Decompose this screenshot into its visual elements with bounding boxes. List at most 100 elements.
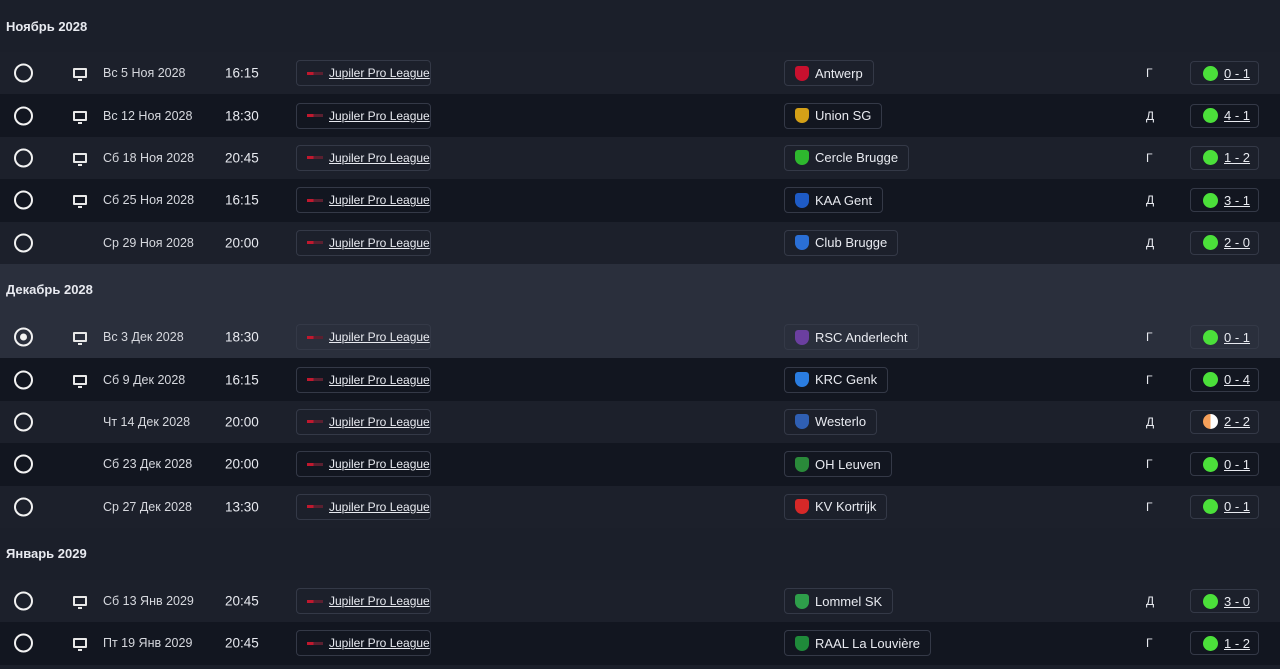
result-link[interactable]: 3 - 0 — [1190, 589, 1259, 614]
select-radio[interactable] — [14, 633, 33, 653]
opponent-link[interactable]: RSC Anderlecht — [784, 324, 919, 351]
competition-link[interactable]: Jupiler Pro League — [296, 366, 431, 393]
result-link[interactable]: 0 - 4 — [1190, 367, 1259, 392]
competition-name: Jupiler Pro League — [329, 499, 430, 514]
select-radio[interactable] — [14, 148, 33, 168]
league-logo-icon — [307, 335, 323, 339]
result-link[interactable]: 2 - 0 — [1190, 230, 1259, 255]
fixture-row[interactable]: Сб 25 Ноя 2028 16:15 Jupiler Pro League … — [0, 179, 1280, 222]
competition-link[interactable]: Jupiler Pro League — [296, 229, 431, 256]
fixture-row[interactable]: Вс 12 Ноя 2028 18:30 Jupiler Pro League … — [0, 94, 1280, 137]
win-indicator-icon — [1203, 329, 1218, 345]
venue: Г — [1146, 457, 1153, 472]
competition-link[interactable]: Jupiler Pro League — [296, 187, 431, 214]
league-logo-icon — [307, 156, 323, 160]
result-link[interactable]: 3 - 1 — [1190, 188, 1259, 213]
select-radio[interactable] — [14, 370, 33, 390]
match-date: Сб 25 Ноя 2028 — [103, 193, 195, 208]
win-indicator-icon — [1203, 150, 1218, 166]
result-link[interactable]: 0 - 1 — [1190, 494, 1259, 519]
team-crest-icon — [795, 635, 809, 651]
competition-link[interactable]: Jupiler Pro League — [296, 144, 431, 171]
opponent-link[interactable]: Club Brugge — [784, 229, 899, 256]
team-crest-icon — [795, 593, 809, 609]
fixture-row[interactable]: Пт 19 Янв 2029 20:45 Jupiler Pro League … — [0, 622, 1280, 665]
result-link[interactable]: 1 - 2 — [1190, 145, 1259, 170]
score: 1 - 2 — [1224, 635, 1251, 651]
competition-link[interactable]: Jupiler Pro League — [296, 588, 431, 615]
select-radio[interactable] — [14, 106, 33, 126]
fixture-row[interactable]: Сб 23 Дек 2028 20:00 Jupiler Pro League … — [0, 443, 1280, 486]
opponent-link[interactable]: Lommel SK — [784, 588, 894, 615]
team-name: RSC Anderlecht — [815, 329, 908, 345]
select-radio[interactable] — [14, 190, 33, 210]
match-time: 20:45 — [225, 593, 259, 609]
competition-link[interactable]: Jupiler Pro League — [296, 451, 431, 478]
select-radio[interactable] — [14, 454, 33, 474]
tv-icon — [73, 68, 87, 82]
fixture-row[interactable]: Ср 29 Ноя 2028 20:00 Jupiler Pro League … — [0, 221, 1280, 264]
league-logo-icon — [307, 420, 323, 424]
opponent-link[interactable]: Antwerp — [784, 60, 874, 87]
fixture-row[interactable]: Сб 13 Янв 2029 20:45 Jupiler Pro League … — [0, 579, 1280, 623]
select-radio[interactable] — [14, 497, 33, 517]
result-link[interactable]: 0 - 1 — [1190, 452, 1259, 477]
score: 3 - 0 — [1224, 593, 1251, 609]
select-radio[interactable] — [14, 591, 33, 611]
month-header: Ноябрь 2028 — [0, 0, 1280, 52]
match-time: 16:15 — [225, 65, 259, 81]
match-time: 20:45 — [225, 150, 259, 166]
opponent-link[interactable]: OH Leuven — [784, 451, 892, 478]
match-time: 20:45 — [225, 635, 259, 651]
fixture-row[interactable]: Вс 5 Ноя 2028 16:15 Jupiler Pro League A… — [0, 52, 1280, 95]
result-link[interactable]: 2 - 2 — [1190, 409, 1259, 434]
competition-link[interactable]: Jupiler Pro League — [296, 102, 431, 129]
team-name: Union SG — [815, 108, 872, 124]
opponent-link[interactable]: Cercle Brugge — [784, 144, 910, 171]
opponent-link[interactable]: KAA Gent — [784, 187, 884, 214]
select-radio[interactable] — [14, 327, 33, 347]
team-name: Westerlo — [815, 414, 867, 430]
fixture-row[interactable]: Вс 3 Дек 2028 18:30 Jupiler Pro League R… — [0, 315, 1280, 359]
team-crest-icon — [795, 108, 809, 124]
tv-icon — [73, 638, 87, 652]
competition-link[interactable]: Jupiler Pro League — [296, 630, 431, 657]
opponent-link[interactable]: KV Kortrijk — [784, 493, 888, 520]
competition-name: Jupiler Pro League — [329, 150, 430, 165]
result-link[interactable]: 0 - 1 — [1190, 325, 1259, 350]
league-logo-icon — [307, 505, 323, 509]
result-link[interactable]: 0 - 1 — [1190, 61, 1259, 86]
match-date: Сб 18 Ноя 2028 — [103, 150, 195, 165]
venue: Д — [1146, 414, 1155, 429]
competition-link[interactable]: Jupiler Pro League — [296, 493, 431, 520]
select-radio[interactable] — [14, 233, 33, 253]
fixture-row[interactable]: Сб 9 Дек 2028 16:15 Jupiler Pro League K… — [0, 358, 1280, 401]
win-indicator-icon — [1203, 635, 1218, 651]
competition-link[interactable]: Jupiler Pro League — [296, 60, 431, 87]
competition-link[interactable]: Jupiler Pro League — [296, 408, 431, 435]
fixture-row[interactable]: Сб 18 Ноя 2028 20:45 Jupiler Pro League … — [0, 136, 1280, 180]
opponent-link[interactable]: KRC Genk — [784, 366, 889, 393]
select-radio[interactable] — [14, 63, 33, 83]
venue: Д — [1146, 108, 1155, 123]
match-date: Чт 14 Дек 2028 — [103, 414, 191, 429]
result-link[interactable]: 4 - 1 — [1190, 103, 1259, 128]
fixture-row[interactable]: Чт 14 Дек 2028 20:00 Jupiler Pro League … — [0, 400, 1280, 444]
competition-link[interactable]: Jupiler Pro League — [296, 324, 431, 351]
match-time: 20:00 — [225, 414, 259, 430]
opponent-link[interactable]: Westerlo — [784, 408, 878, 435]
result-link[interactable]: 1 - 2 — [1190, 631, 1259, 656]
opponent-link[interactable]: RAAL La Louvière — [784, 630, 932, 657]
opponent-link[interactable]: Union SG — [784, 102, 883, 129]
team-crest-icon — [795, 372, 809, 388]
score: 0 - 1 — [1224, 499, 1251, 515]
competition-name: Jupiler Pro League — [329, 235, 430, 250]
select-radio[interactable] — [14, 412, 33, 432]
venue: Г — [1146, 636, 1153, 651]
team-name: OH Leuven — [815, 456, 881, 472]
league-logo-icon — [307, 599, 323, 603]
fixture-row[interactable]: Ср 27 Дек 2028 13:30 Jupiler Pro League … — [0, 485, 1280, 528]
competition-name: Jupiler Pro League — [329, 372, 430, 387]
win-indicator-icon — [1203, 235, 1218, 251]
